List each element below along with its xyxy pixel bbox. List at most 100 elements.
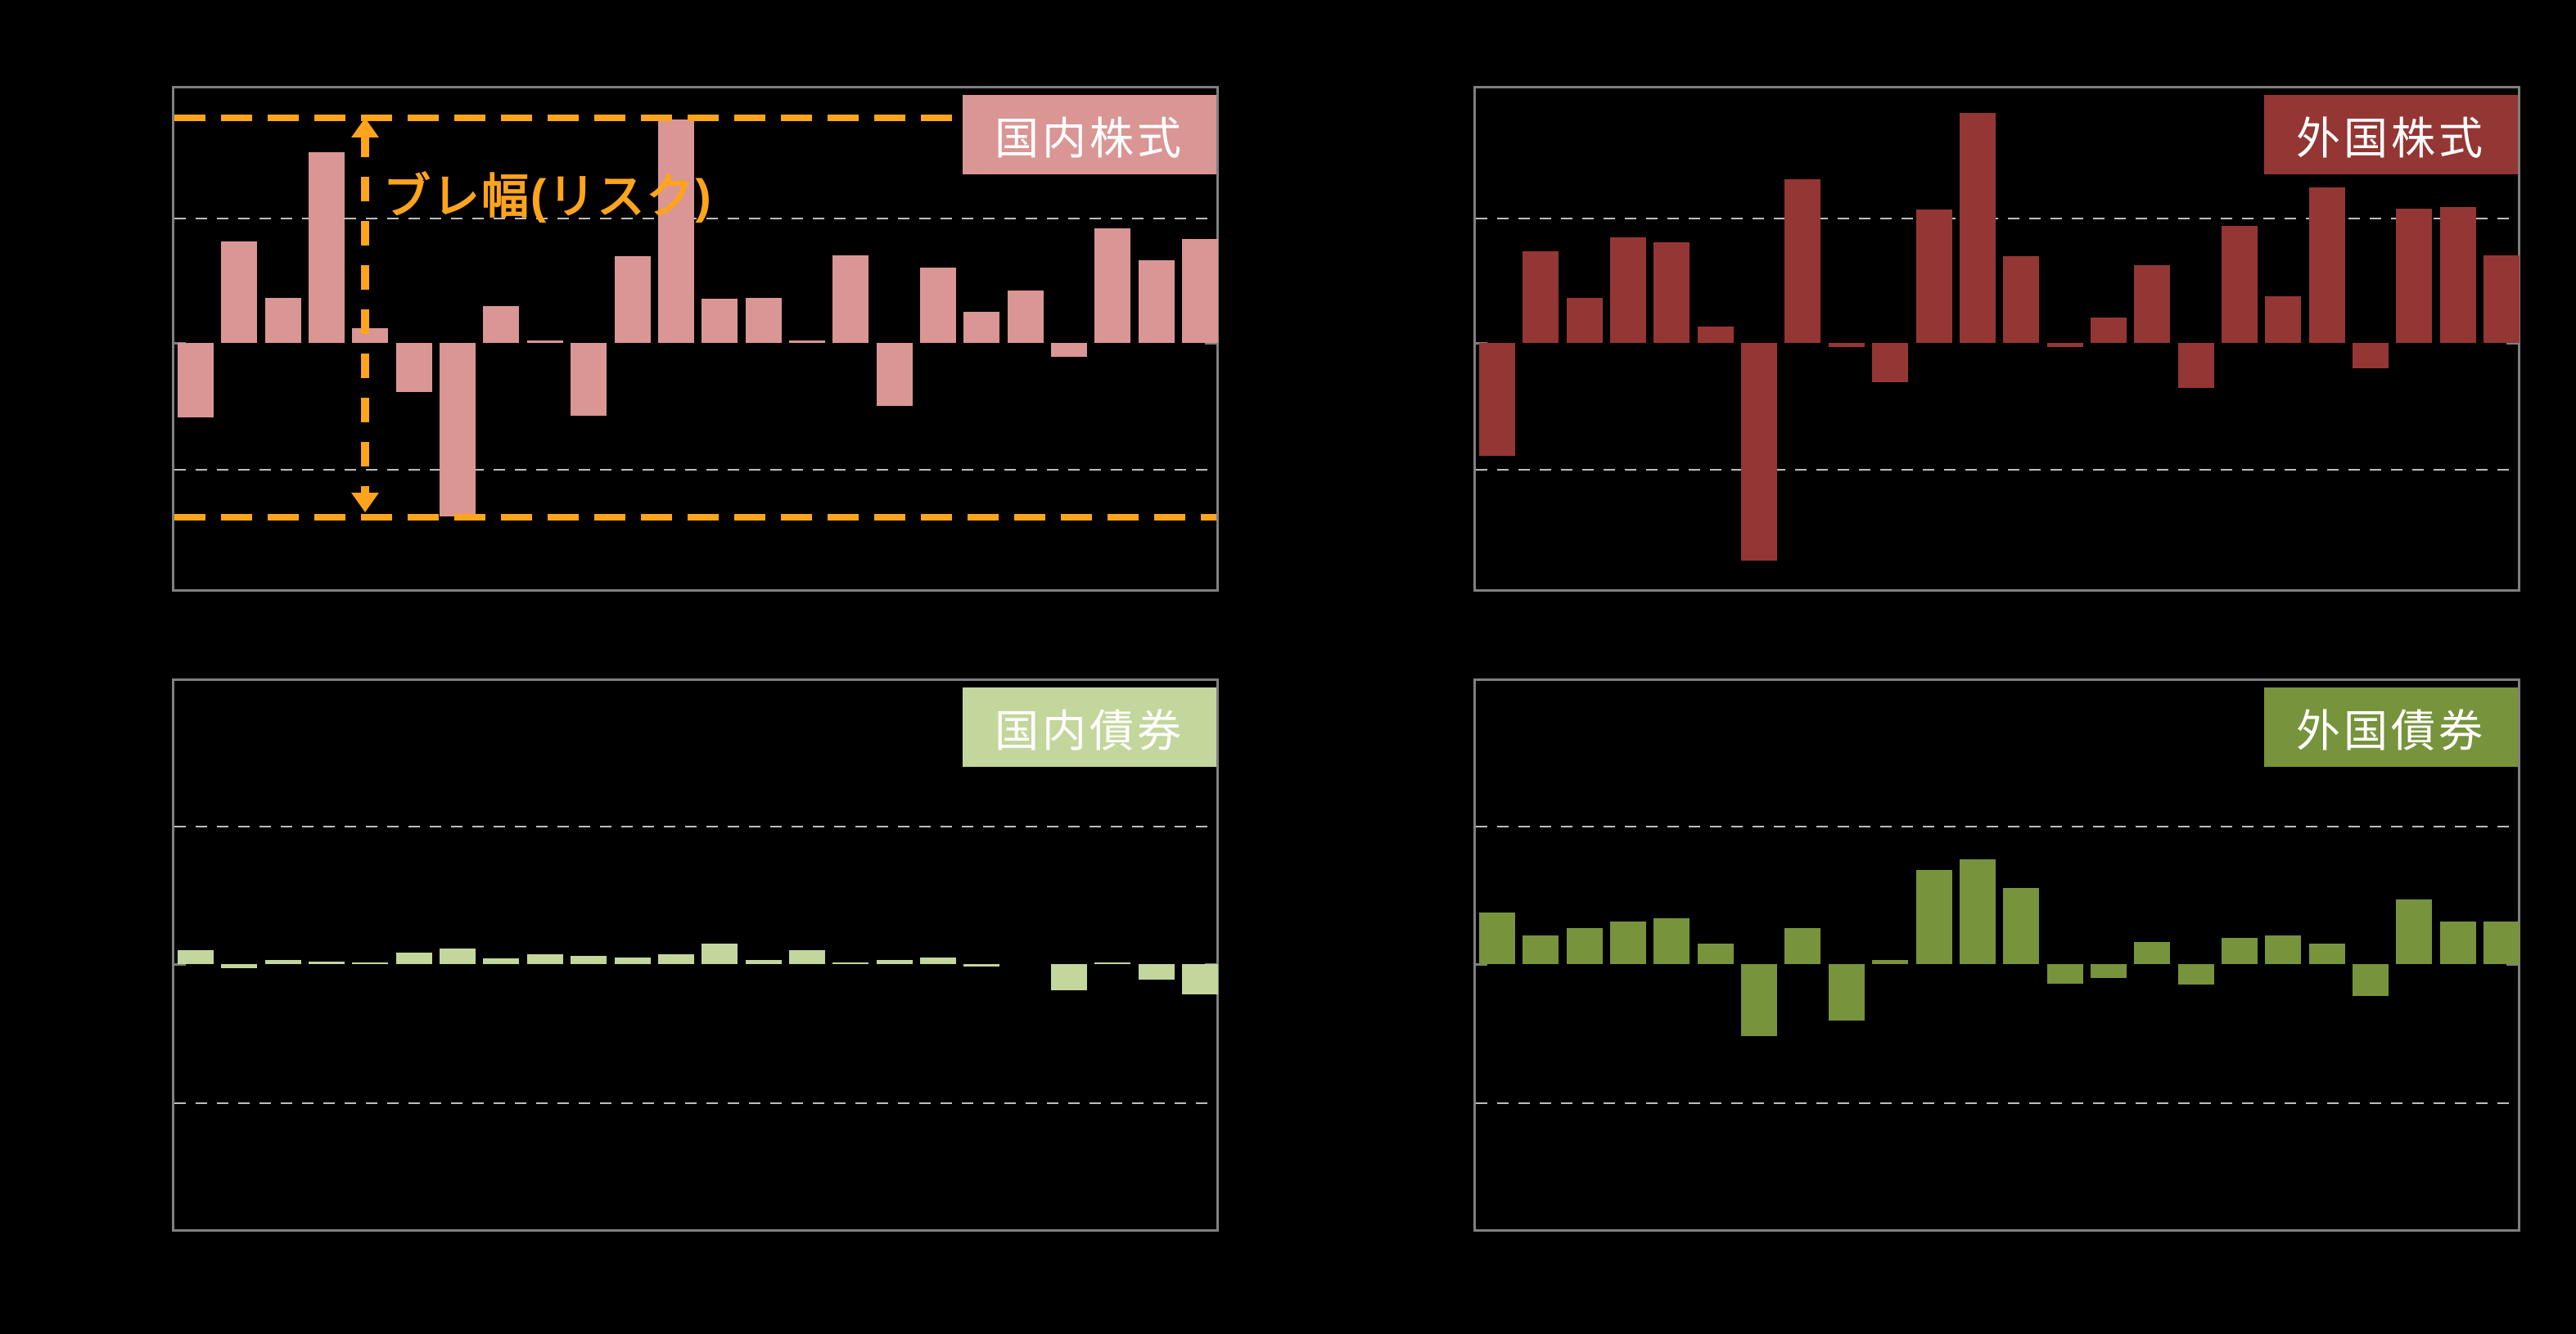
bar — [1479, 343, 1515, 456]
bar — [2003, 888, 2039, 964]
bar — [396, 343, 432, 392]
bar — [1610, 922, 1646, 964]
risk-range-line-top — [174, 115, 1216, 121]
bar — [2134, 942, 2170, 964]
gridline-lower — [1476, 1102, 2518, 1104]
bar — [2091, 318, 2127, 343]
bar — [2178, 343, 2214, 388]
bar — [178, 950, 214, 964]
bar — [789, 340, 825, 343]
bar — [2134, 265, 2170, 343]
bar — [2484, 922, 2520, 964]
baseline-tick-left — [1476, 963, 1487, 966]
bar — [1182, 964, 1218, 994]
bar — [2353, 343, 2389, 368]
risk-range-label: ブレ幅(リスク) — [383, 170, 713, 223]
bar — [615, 256, 651, 343]
arrow-down-icon — [351, 493, 379, 512]
bar — [1960, 113, 1996, 343]
bar — [1698, 944, 1734, 964]
bars-layer — [1476, 681, 2520, 1229]
bar — [309, 152, 345, 343]
gridline-upper — [1476, 826, 2518, 827]
bar — [877, 960, 913, 964]
bar — [1139, 964, 1175, 980]
bar — [309, 962, 345, 964]
bar — [440, 343, 476, 516]
bar — [615, 958, 651, 964]
bar — [1741, 964, 1777, 1036]
bar — [1567, 928, 1603, 964]
bar — [1698, 327, 1734, 343]
bar — [2047, 964, 2083, 984]
bar — [2003, 256, 2039, 343]
bar — [2484, 255, 2520, 343]
bar — [265, 960, 301, 964]
risk-range-arrow — [351, 118, 379, 512]
bar — [2178, 964, 2214, 985]
bar — [1829, 964, 1865, 1021]
bar — [1784, 928, 1820, 964]
bar — [920, 958, 956, 964]
bar — [2440, 207, 2476, 343]
gridline-lower — [1476, 468, 2518, 471]
baseline-tick-right — [2506, 342, 2518, 345]
bar — [1182, 239, 1218, 343]
bar — [963, 312, 999, 343]
bar — [658, 954, 694, 964]
bar — [1139, 260, 1175, 343]
bar — [1960, 859, 1996, 964]
bar — [2309, 944, 2345, 964]
baseline-tick-right — [2506, 963, 2518, 966]
bar — [1523, 935, 1559, 964]
baseline-tick-left — [174, 963, 186, 966]
bar — [440, 949, 476, 964]
bar — [2396, 209, 2432, 343]
bar — [352, 962, 388, 964]
bar — [483, 306, 519, 343]
bar — [1784, 179, 1820, 343]
bar — [832, 962, 868, 964]
bar — [1051, 964, 1087, 990]
bar — [221, 241, 257, 343]
bar — [2222, 226, 2258, 343]
gridline-upper — [174, 217, 1216, 219]
bar — [2265, 935, 2301, 964]
bar — [789, 950, 825, 964]
bars-layer — [174, 88, 1218, 589]
bar — [746, 960, 782, 964]
bar — [2309, 187, 2345, 343]
chart-foreign-bond: 外国債券 — [1473, 678, 2520, 1232]
chart-domestic-bond: 国内債券 — [172, 678, 1219, 1232]
gridline-lower — [174, 1102, 1216, 1104]
bar — [2440, 922, 2476, 964]
bar — [1916, 210, 1952, 343]
bar — [221, 964, 257, 968]
bar — [483, 958, 519, 964]
bar — [396, 953, 432, 964]
bar — [1872, 343, 1908, 382]
gridline-lower — [174, 468, 1216, 471]
bar — [1872, 960, 1908, 964]
chart-foreign-equity: 外国株式 — [1473, 86, 2520, 592]
bar — [2396, 899, 2432, 964]
bar — [571, 956, 607, 964]
bar — [1051, 343, 1087, 357]
bar — [746, 298, 782, 343]
arrow-shaft — [361, 133, 369, 498]
bar — [920, 268, 956, 343]
baseline-tick-right — [1205, 342, 1216, 345]
gridline-upper — [174, 826, 1216, 827]
bar — [832, 255, 868, 343]
chart-domestic-equity: ブレ幅(リスク) 国内株式 — [172, 86, 1219, 592]
bar — [178, 343, 214, 417]
bar — [1653, 918, 1690, 964]
gridline-upper — [1476, 217, 2518, 219]
bar — [963, 964, 999, 967]
bar — [527, 340, 563, 343]
chart-title-foreign-bond: 外国債券 — [2264, 687, 2518, 767]
bar — [2047, 343, 2083, 347]
bar — [702, 944, 738, 964]
bar — [1741, 343, 1777, 561]
bar — [1479, 913, 1515, 964]
